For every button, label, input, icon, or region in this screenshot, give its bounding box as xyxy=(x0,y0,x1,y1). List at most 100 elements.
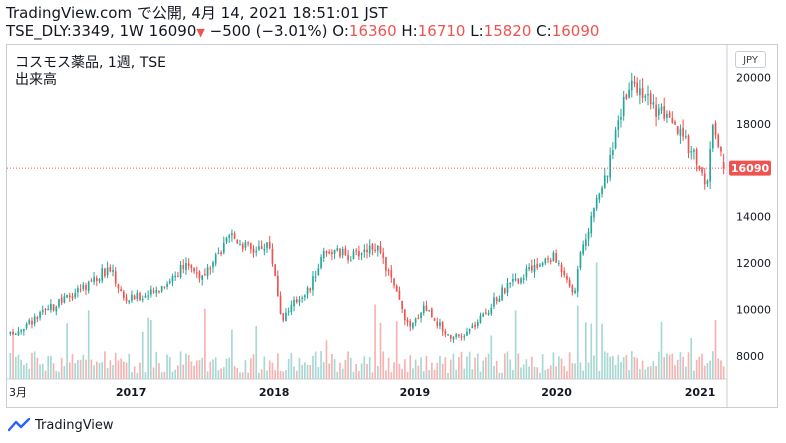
candle-body xyxy=(417,317,420,319)
candle-body xyxy=(455,334,457,337)
volume-bar xyxy=(544,369,547,379)
volume-bar xyxy=(574,363,576,379)
volume-bar xyxy=(222,367,225,379)
close-value: 16090 xyxy=(551,22,600,40)
candle-body xyxy=(68,295,71,298)
chart-frame[interactable] xyxy=(6,44,778,408)
candle-body xyxy=(14,334,17,336)
candle-body xyxy=(263,248,266,251)
volume-bar xyxy=(636,357,639,379)
volume-bar xyxy=(17,354,20,379)
volume-bar xyxy=(249,358,252,379)
candle-body xyxy=(590,215,593,234)
candle-body xyxy=(695,149,698,165)
candle-body xyxy=(287,311,290,313)
candle-body xyxy=(201,275,204,280)
volume-bar xyxy=(171,371,174,379)
candle-body xyxy=(366,249,368,252)
volume-bar xyxy=(444,357,447,379)
volume-bar xyxy=(247,372,249,379)
candle-body xyxy=(222,242,225,253)
low-value: 15820 xyxy=(483,22,532,40)
candle-body xyxy=(260,246,263,249)
volume-bar xyxy=(60,357,63,379)
candle-body xyxy=(441,321,444,332)
volume-bar xyxy=(371,372,374,379)
volume-bar xyxy=(541,354,544,379)
candle-body xyxy=(520,278,522,283)
volume-bar xyxy=(122,361,125,379)
volume-bar xyxy=(376,366,379,379)
volume-bar xyxy=(55,371,58,379)
candle-body xyxy=(333,249,336,254)
candle-body xyxy=(28,320,31,324)
candle-body xyxy=(63,296,66,303)
candle-body xyxy=(414,318,417,323)
candle-body xyxy=(268,242,271,249)
volume-bar xyxy=(74,363,77,379)
volume-bar xyxy=(517,353,520,379)
candle-body xyxy=(160,286,163,292)
y-tick-label: 12000 xyxy=(736,257,771,270)
volume-bar xyxy=(595,262,598,379)
volume-bar xyxy=(639,368,641,379)
volume-bar xyxy=(528,366,530,379)
volume-bar xyxy=(20,359,22,379)
candle-body xyxy=(693,150,695,152)
volume-bar xyxy=(31,352,33,379)
candle-body xyxy=(271,248,274,264)
volume-bar xyxy=(571,363,574,379)
volume-bar xyxy=(366,363,368,379)
candle-body xyxy=(630,80,633,91)
volume-bar xyxy=(471,369,474,379)
candle-body xyxy=(668,112,671,118)
candle-body xyxy=(93,277,95,282)
candle-body xyxy=(628,89,630,98)
volume-bar xyxy=(90,359,93,379)
volume-bar xyxy=(252,354,255,379)
candle-body xyxy=(406,319,409,322)
candle-body xyxy=(585,239,587,246)
candle-body xyxy=(722,161,725,169)
x-tick-label: 3月 xyxy=(9,386,27,399)
candle-body xyxy=(439,322,441,327)
volume-bar xyxy=(266,370,268,379)
volume-bar xyxy=(166,354,168,379)
volume-bar xyxy=(657,351,660,379)
candle-body xyxy=(90,280,93,282)
candle-body xyxy=(106,267,109,276)
candle-body xyxy=(233,233,236,239)
candle-body xyxy=(304,295,306,298)
volume-bar xyxy=(177,365,179,379)
candle-body xyxy=(533,264,536,273)
volume-bar xyxy=(601,323,603,379)
candle-body xyxy=(217,252,220,254)
volume-bar xyxy=(395,321,398,379)
volume-bar xyxy=(655,366,657,379)
volume-bar xyxy=(255,325,258,379)
candle-body xyxy=(17,331,20,336)
volume-bar xyxy=(455,369,457,379)
candle-body xyxy=(39,312,41,318)
volume-bar xyxy=(587,362,590,379)
candle-body xyxy=(44,309,47,311)
candle-body xyxy=(579,252,582,269)
currency-button[interactable]: JPY xyxy=(735,51,766,68)
candle-body xyxy=(252,248,255,254)
x-tick-label: 2017 xyxy=(116,386,147,399)
candle-body xyxy=(360,253,363,255)
candle-body xyxy=(77,288,79,293)
volume-bar xyxy=(98,362,101,379)
volume-bar xyxy=(522,364,525,379)
volume-bar xyxy=(14,357,17,379)
candle-body xyxy=(136,292,139,299)
y-tick-label: 18000 xyxy=(736,118,771,131)
volume-bar xyxy=(225,358,228,379)
volume-bar xyxy=(433,369,436,379)
volume-bar xyxy=(331,353,333,379)
volume-bar xyxy=(633,356,636,379)
volume-bar xyxy=(447,372,449,379)
volume-bar xyxy=(193,365,195,379)
candle-body xyxy=(460,336,463,338)
